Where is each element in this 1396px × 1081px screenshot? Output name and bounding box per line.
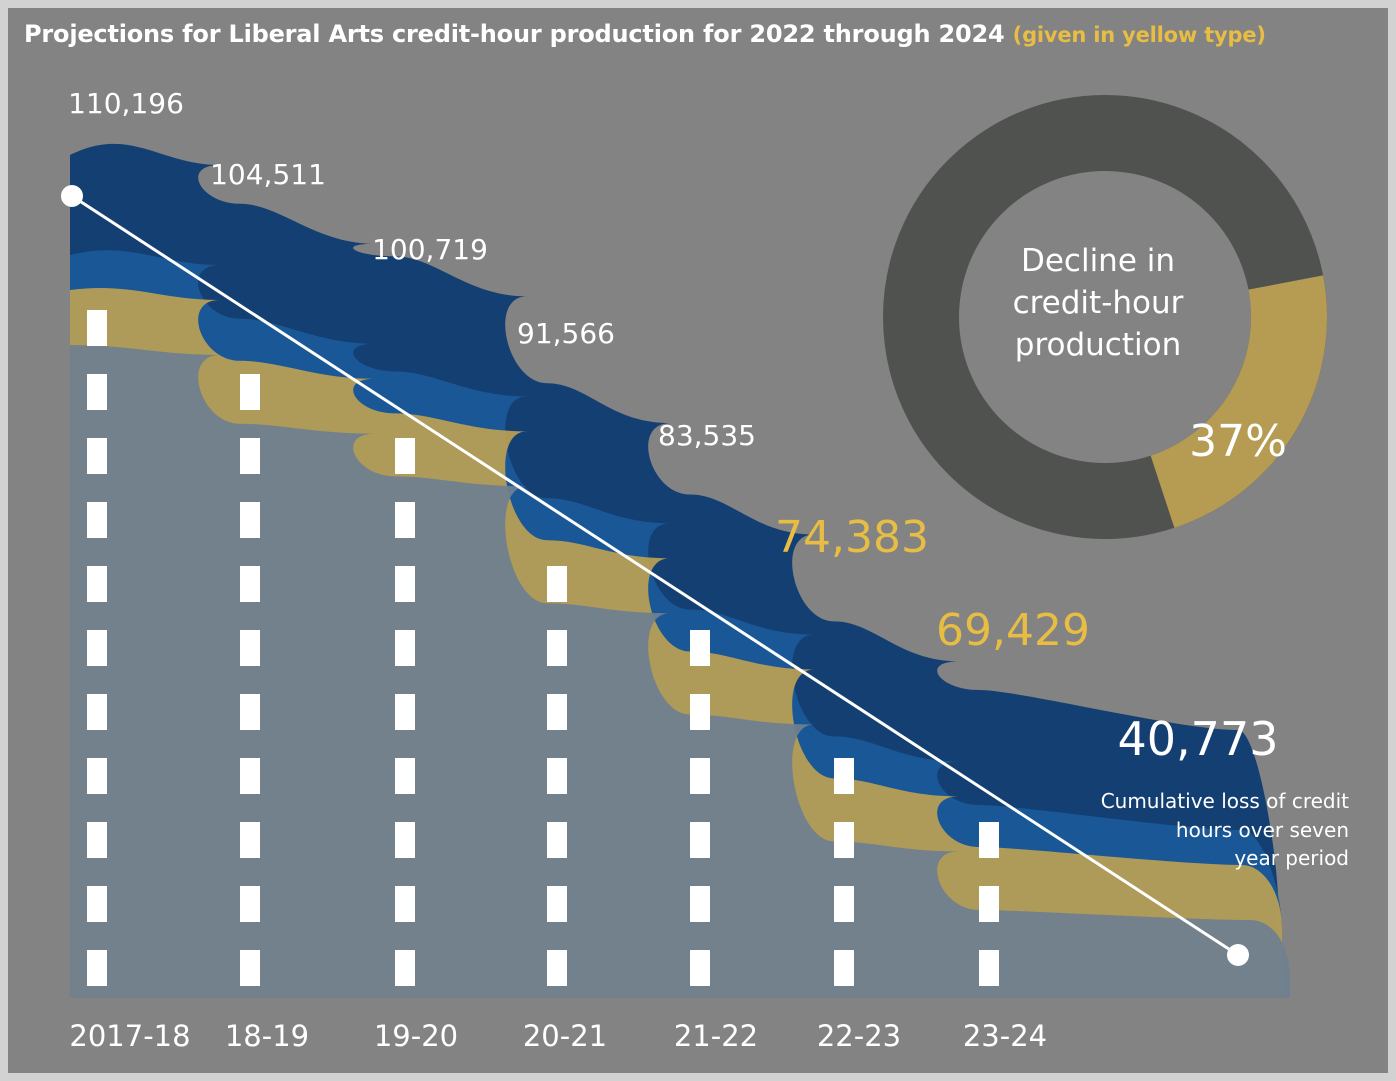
dash-col-0-seg-10: [87, 310, 107, 346]
dash-col-1-seg-0: [240, 950, 260, 986]
value-label-6: 69,429: [936, 605, 1090, 656]
dash-col-1-seg-7: [240, 502, 260, 538]
dash-col-2-seg-7: [395, 502, 415, 538]
dash-col-4-seg-3: [690, 758, 710, 794]
decline-donut: Decline in credit-hour production 37%: [883, 95, 1327, 539]
dash-columns: [87, 310, 999, 986]
dash-col-6-seg-2: [979, 822, 999, 858]
cumulative-loss-value: 40,773: [1118, 712, 1279, 766]
x-label-0: 2017-18: [69, 1019, 190, 1053]
x-label-4: 21-22: [674, 1019, 758, 1053]
dash-col-2-seg-5: [395, 630, 415, 666]
dash-col-1-seg-1: [240, 886, 260, 922]
dash-col-3-seg-1: [547, 886, 567, 922]
donut-label-line-3: production: [1015, 327, 1181, 363]
value-label-4: 83,535: [658, 419, 756, 452]
value-label-0: 110,196: [68, 87, 184, 120]
dash-col-2-seg-4: [395, 694, 415, 730]
dash-col-0-seg-8: [87, 438, 107, 474]
value-label-3: 91,566: [517, 317, 615, 350]
chart-title: Projections for Liberal Arts credit-hour…: [24, 20, 1266, 48]
cumulative-loss-caption-3: year period: [1234, 846, 1349, 870]
donut-label-line-2: credit-hour: [1013, 285, 1184, 321]
dash-col-1-seg-3: [240, 758, 260, 794]
dash-col-3-seg-0: [547, 950, 567, 986]
title-text: Projections for Liberal Arts credit-hour…: [24, 20, 1005, 48]
dash-col-0-seg-0: [87, 950, 107, 986]
dash-col-2-seg-8: [395, 438, 415, 474]
x-label-5: 22-23: [817, 1019, 901, 1053]
dash-col-1-seg-4: [240, 694, 260, 730]
dash-col-0-seg-5: [87, 630, 107, 666]
title-note: (given in yellow type): [1012, 23, 1266, 47]
x-label-1: 18-19: [225, 1019, 309, 1053]
dash-col-0-seg-4: [87, 694, 107, 730]
value-labels: 110,196 104,511 100,719 91,566 83,535 74,3836…: [68, 87, 1090, 656]
dash-col-1-seg-6: [240, 566, 260, 602]
trend-start-dot: [61, 185, 83, 207]
donut-percent: 37%: [1189, 416, 1287, 467]
dash-col-1-seg-2: [240, 822, 260, 858]
cumulative-loss-caption-2: hours over seven: [1176, 818, 1349, 842]
dash-col-3-seg-3: [547, 758, 567, 794]
dash-col-5-seg-0: [834, 950, 854, 986]
dash-col-3-seg-2: [547, 822, 567, 858]
dash-col-2-seg-3: [395, 758, 415, 794]
dash-col-3-seg-4: [547, 694, 567, 730]
donut-slice-37pct: [1150, 275, 1327, 528]
dash-col-3-seg-5: [547, 630, 567, 666]
dash-col-4-seg-0: [690, 950, 710, 986]
dash-col-5-seg-1: [834, 886, 854, 922]
dash-col-1-seg-9: [240, 374, 260, 410]
dash-col-6-seg-0: [979, 950, 999, 986]
dash-col-0-seg-2: [87, 822, 107, 858]
dash-col-4-seg-5: [690, 630, 710, 666]
dash-col-5-seg-2: [834, 822, 854, 858]
dash-col-0-seg-6: [87, 566, 107, 602]
dash-col-6-seg-1: [979, 886, 999, 922]
trend-end-dot: [1227, 944, 1249, 966]
x-label-2: 19-20: [374, 1019, 458, 1053]
area-fill: [70, 345, 1290, 998]
dash-col-0-seg-1: [87, 886, 107, 922]
dash-col-2-seg-1: [395, 886, 415, 922]
dash-col-2-seg-6: [395, 566, 415, 602]
dash-col-0-seg-3: [87, 758, 107, 794]
dash-col-0-seg-7: [87, 502, 107, 538]
x-label-6: 23-24: [963, 1019, 1047, 1053]
dash-col-2-seg-0: [395, 950, 415, 986]
dash-col-1-seg-5: [240, 630, 260, 666]
value-label-1: 104,511: [210, 158, 326, 191]
x-label-3: 20-21: [523, 1019, 607, 1053]
dash-col-5-seg-3: [834, 758, 854, 794]
dash-col-4-seg-4: [690, 694, 710, 730]
donut-label-line-1: Decline in: [1021, 243, 1175, 279]
value-label-2: 100,719: [372, 233, 488, 266]
dash-col-3-seg-6: [547, 566, 567, 602]
dash-col-0-seg-9: [87, 374, 107, 410]
x-axis-labels: 2017-18 18-19 19-20 20-21 21-22 22-23 23-24: [69, 1019, 1047, 1053]
dash-col-2-seg-2: [395, 822, 415, 858]
trend-line: [71, 194, 1239, 957]
dash-col-1-seg-8: [240, 438, 260, 474]
dash-col-4-seg-1: [690, 886, 710, 922]
cumulative-loss-caption-1: Cumulative loss of credit: [1101, 789, 1349, 813]
value-label-5: 74,383: [775, 512, 929, 563]
dash-col-4-seg-2: [690, 822, 710, 858]
